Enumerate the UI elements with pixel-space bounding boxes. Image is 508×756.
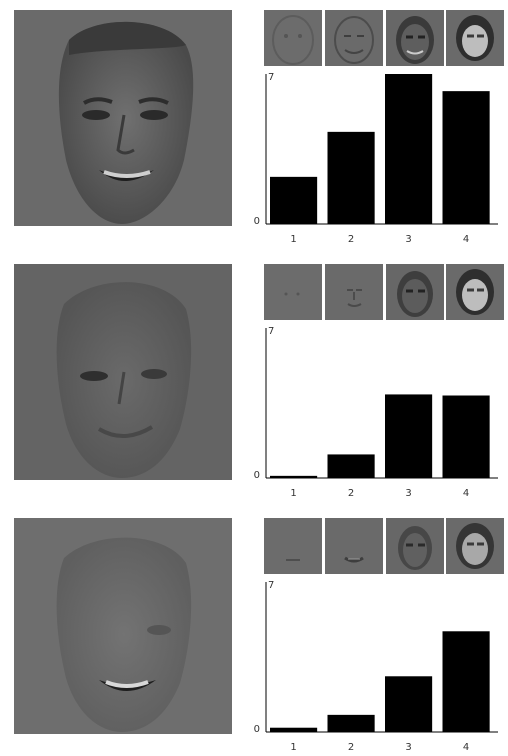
bar: [270, 176, 318, 224]
y-tick-label: 7: [268, 580, 274, 591]
bar: [270, 727, 318, 732]
bar: [385, 394, 433, 478]
x-tick-label: 2: [348, 488, 354, 499]
bar-chart-1: 0 7 1 2 3 4: [246, 66, 508, 248]
panel-2: 0 7 1 2 3 4: [0, 254, 508, 502]
component-thumbnail-1-1: [264, 10, 322, 66]
component-thumbnail-2-1: [264, 264, 322, 320]
component-thumbnail-3-2: [325, 518, 383, 574]
x-tick-label: 4: [463, 488, 469, 499]
bar: [327, 131, 375, 224]
bar: [442, 631, 490, 732]
component-thumbnail-1-4: [446, 10, 504, 66]
component-thumbnail-3-4: [446, 518, 504, 574]
bar: [270, 475, 318, 478]
component-thumbnails-2: [264, 264, 504, 320]
bar: [327, 714, 375, 732]
face-reconstruction-3: [14, 518, 232, 734]
y-tick-label: 0: [254, 470, 260, 481]
component-thumbnail-3-1: [264, 518, 322, 574]
component-thumbnail-2-3: [386, 264, 444, 320]
component-thumbnail-3-3: [386, 518, 444, 574]
face-reconstruction-2: [14, 264, 232, 480]
component-thumbnail-1-3: [386, 10, 444, 66]
y-tick-label: 7: [268, 326, 274, 337]
x-tick-label: 3: [405, 234, 411, 245]
bar: [442, 91, 490, 224]
x-tick-label: 1: [290, 234, 296, 245]
component-thumbnail-2-2: [325, 264, 383, 320]
component-thumbnail-1-2: [325, 10, 383, 66]
x-tick-label: 3: [405, 488, 411, 499]
face-reconstruction-1: [14, 10, 232, 226]
bar-chart-2: 0 7 1 2 3 4: [246, 320, 508, 502]
x-tick-label: 2: [348, 234, 354, 245]
bar: [385, 676, 433, 732]
y-tick-label: 0: [254, 216, 260, 227]
y-tick-label: 0: [254, 724, 260, 735]
x-tick-label: 4: [463, 234, 469, 245]
component-thumbnails-1: [264, 10, 504, 66]
x-tick-label: 1: [290, 488, 296, 499]
component-thumbnail-2-4: [446, 264, 504, 320]
component-thumbnails-3: [264, 518, 504, 574]
bar: [327, 454, 375, 478]
bar: [442, 395, 490, 478]
y-tick-label: 7: [268, 72, 274, 83]
bar: [385, 74, 433, 224]
panel-1: 0 7 1 2 3 4: [0, 0, 508, 248]
